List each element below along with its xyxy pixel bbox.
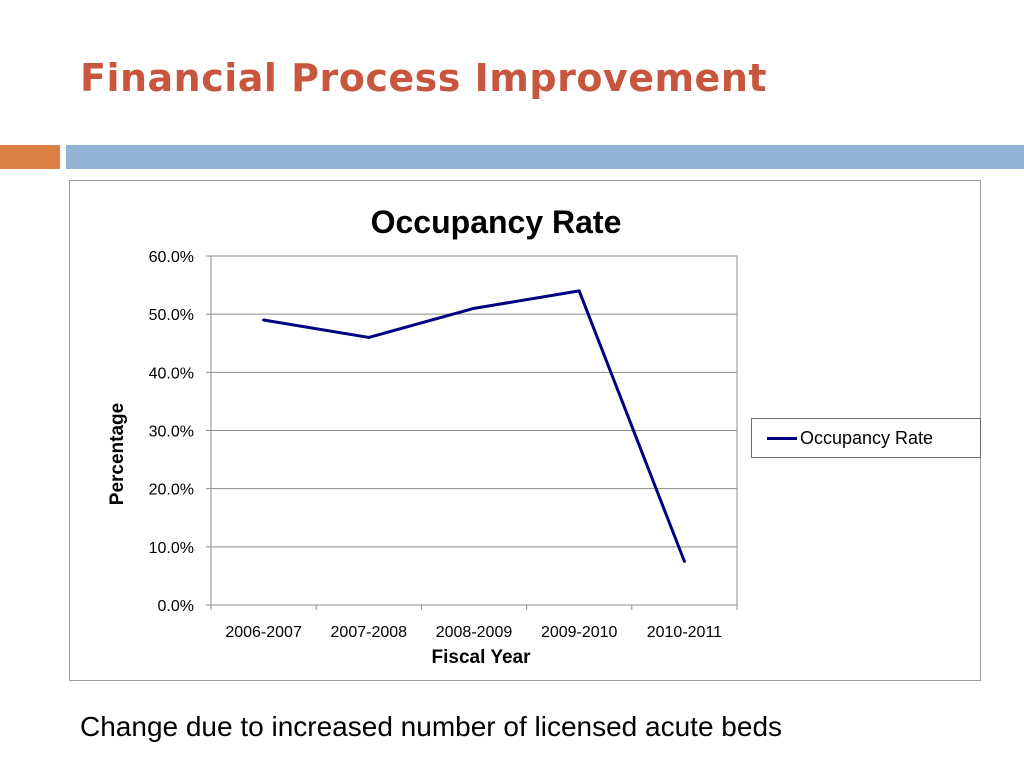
x-tick-label: 2006-2007 xyxy=(225,624,302,641)
slide-caption: Change due to increased number of licens… xyxy=(80,711,783,742)
x-axis-label: Fiscal Year xyxy=(432,647,532,668)
occupancy-chart: Occupancy Rate 0.0% 10.0% 20.0% 30.0% 40.0% 5… xyxy=(107,204,738,668)
legend-series-line xyxy=(767,437,797,440)
chart-title: Occupancy Rate xyxy=(371,204,622,240)
y-tick-label: 60.0% xyxy=(149,249,194,266)
y-tick-label: 50.0% xyxy=(149,307,194,324)
x-tick-label: 2007-2008 xyxy=(331,624,408,641)
x-tick-label: 2010-2011 xyxy=(647,624,722,641)
data-point xyxy=(472,306,476,310)
y-tick-label: 10.0% xyxy=(149,540,194,557)
y-tick-label: 20.0% xyxy=(149,482,194,499)
legend-series-label: Occupancy Rate xyxy=(800,428,934,448)
y-tick-label: 0.0% xyxy=(158,598,194,615)
accent-bar-orange xyxy=(0,145,60,169)
y-axis-label: Percentage xyxy=(107,403,128,505)
chart-legend: Occupancy Rate xyxy=(751,418,981,458)
slide-title: Financial Process Improvement xyxy=(80,56,768,100)
data-point xyxy=(367,335,371,339)
y-tick-label: 40.0% xyxy=(149,365,194,382)
x-tick-label: 2009-2010 xyxy=(541,624,618,641)
accent-bar-blue xyxy=(66,145,1024,169)
data-point xyxy=(682,559,686,563)
x-tick-label: 2008-2009 xyxy=(436,624,513,641)
data-point xyxy=(262,318,266,322)
series-line-occupancy-rate xyxy=(263,289,686,562)
y-tick-label: 30.0% xyxy=(149,424,194,441)
data-point xyxy=(577,289,581,293)
